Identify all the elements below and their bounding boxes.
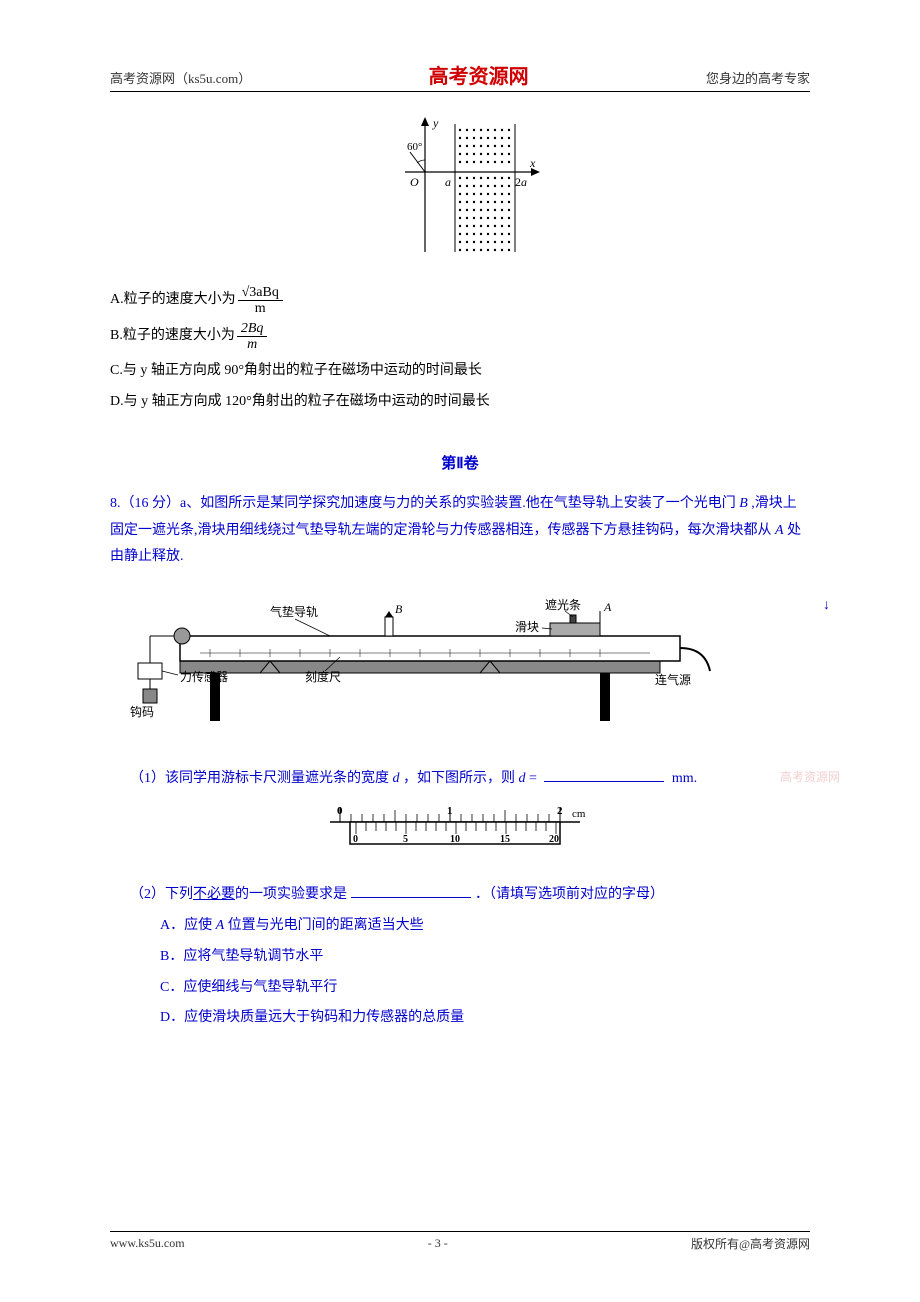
vernier-main-0: 0 [337,805,343,817]
ruler-label: 刻度尺 [305,669,341,684]
airsource-label: 连气源 [655,672,691,687]
question-8: 8.（16 分）a、如图所示是某同学探究加速度与力的关系的实验装置.他在气垫导轨… [110,491,810,571]
option-d: D.与 y 轴正方向成 120°角射出的粒子在磁场中运动的时间最长 [110,387,810,418]
option-b-fraction: 2Bq m [237,321,268,353]
option-a-prefix: A.粒子的速度大小为 [110,285,236,316]
vernier-main-1: 1 [447,805,453,817]
track-label: 气垫导轨 [270,604,318,619]
sub-option-d: D．应使滑块质量远大于钩码和力传感器的总质量 [160,1003,810,1034]
arrow-down-icon: ↓ [823,593,830,620]
blank-fill-1 [544,781,664,782]
vernier-sub-20: 20 [549,834,559,845]
section-title: 第Ⅱ卷 [110,448,810,481]
sub-options: A．应使 A 位置与光电门间的距离适当大些 B．应将气垫导轨调节水平 C．应使细… [160,911,810,1034]
page-footer: www.ks5u.com - 3 - 版权所有@高考资源网 [110,1231,810,1252]
option-a-fraction: √3aBq m [238,285,283,317]
b-point-label: B [395,602,403,616]
vernier-sub-0: 0 [353,834,358,845]
magnetic-field-diagram: y x O 60° a 2a [110,112,810,275]
lightbar-label: 遮光条 [545,597,581,612]
watermark: 高考资源网 [780,764,840,790]
sub-question-1: （1）该同学用游标卡尺测量遮光条的宽度 d ，如下图所示，则 d = mm. 高… [130,764,810,795]
origin-label: O [410,175,419,189]
sub-question-2: （2）下列不必要的一项实验要求是．（请填写选项前对应的字母） [130,880,810,911]
weight-label: 钩码 [130,705,154,719]
footer-left: www.ks5u.com [110,1236,185,1251]
page-header: 高考资源网（ks5u.com） 高考资源网 您身边的高考专家 [110,60,810,92]
option-b: B.粒子的速度大小为 2Bq m [110,321,810,353]
x-axis-label: x [529,156,536,170]
a-label: a [445,175,451,189]
content-area: y x O 60° a 2a [110,112,810,1034]
sub-option-c: C．应使细线与气垫导轨平行 [160,973,810,1004]
y-axis-label: y [432,116,439,130]
angle-label: 60° [407,141,422,153]
vernier-sub-5: 5 [403,834,408,845]
vernier-unit: cm [572,808,586,820]
a-point-label: A [603,600,612,614]
footer-center: - 3 - [428,1236,448,1251]
footer-right: 版权所有@高考资源网 [691,1235,810,1252]
header-center: 高考资源网 [429,60,529,89]
header-left: 高考资源网（ks5u.com） [110,68,251,87]
option-a: A.粒子的速度大小为 √3aBq m [110,285,810,317]
vernier-sub-15: 15 [500,834,510,845]
option-c: C.与 y 轴正方向成 90°角射出的粒子在磁场中运动的时间最长 [110,356,810,387]
vernier-sub-10: 10 [450,834,460,845]
slider-label: 滑块 [515,620,539,634]
sub-option-a: A．应使 A 位置与光电门间的距离适当大些 [160,911,810,942]
experiment-apparatus-diagram: 气垫导轨 力传感器 钩码 刻度尺 B 遮光条 滑块 A 连气源 [110,581,810,734]
sensor-label: 力传感器 [180,669,228,684]
blank-fill-2 [351,897,471,898]
dot-field [459,129,510,251]
sub-option-b: B．应将气垫导轨调节水平 [160,942,810,973]
option-b-prefix: B.粒子的速度大小为 [110,321,235,352]
two-a-label: 2a [515,175,527,189]
header-right: 您身边的高考专家 [706,68,810,87]
vernier-main-2: 2 [557,805,563,817]
vernier-caliper-diagram: 0 1 2 cm 0 [110,802,810,870]
